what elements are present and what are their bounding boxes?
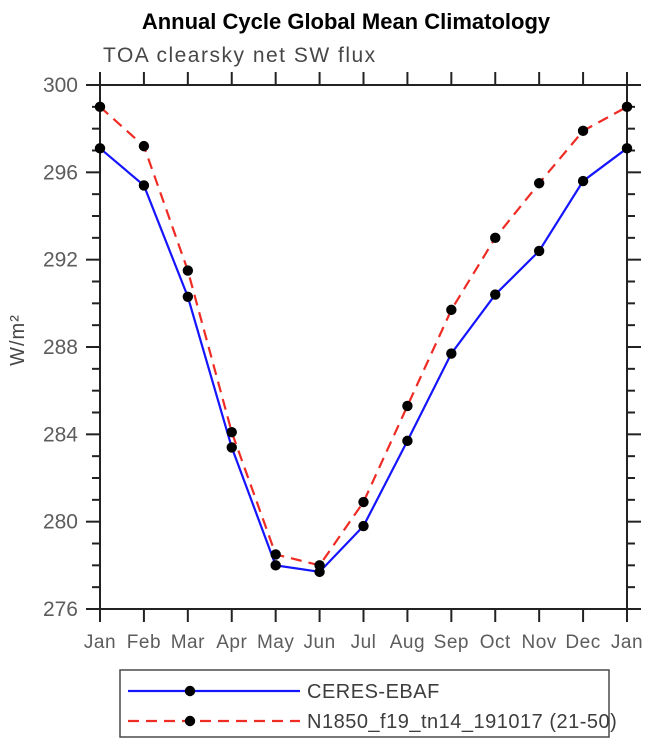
x-tick-label: Jan	[611, 632, 643, 653]
legend-label-ceres: CERES-EBAF	[307, 681, 440, 703]
data-point	[533, 245, 545, 257]
legend-box	[119, 669, 610, 738]
data-point	[577, 175, 589, 187]
x-tick-label: Feb	[127, 632, 161, 653]
data-point	[226, 442, 237, 453]
data-point	[621, 143, 633, 154]
series-line-1	[99, 105, 628, 567]
legend-marker-ceres	[184, 685, 196, 697]
x-tick-label: Apr	[216, 632, 247, 653]
data-point	[94, 101, 106, 113]
data-point	[182, 291, 194, 302]
legend-label-model: N1850_f19_tn14_191017 (21-50)	[307, 711, 617, 733]
y-tick-label: 280	[43, 511, 78, 534]
data-point	[358, 496, 369, 508]
y-tick-label: 292	[43, 249, 78, 272]
x-tick-label: Jun	[304, 632, 336, 653]
data-point	[138, 140, 150, 152]
legend-marker-model	[184, 715, 196, 727]
x-tick-label: Dec	[565, 632, 600, 653]
x-tick-label: Oct	[480, 632, 511, 653]
data-point	[490, 232, 501, 244]
data-point	[446, 348, 457, 359]
chart-title: Annual Cycle Global Mean Climatology	[142, 9, 551, 34]
data-point	[490, 289, 501, 300]
data-point	[270, 549, 281, 560]
x-tick-label: Jan	[84, 632, 116, 653]
data-point	[533, 178, 545, 189]
y-tick-label: 296	[43, 161, 78, 184]
data-point	[94, 143, 106, 154]
data-point	[446, 304, 457, 316]
x-tick-label: Sep	[434, 632, 469, 653]
y-tick-label: 300	[43, 74, 78, 97]
series-line-0	[99, 147, 628, 574]
y-tick-label: 276	[43, 598, 78, 621]
data-point	[621, 101, 633, 113]
x-tick-label: May	[257, 632, 294, 653]
legend: CERES-EBAF N1850_f19_tn14_191017 (21-50)	[119, 669, 617, 738]
y-tick-label: 288	[43, 336, 78, 359]
x-tick-label: Nov	[522, 632, 557, 653]
y-tick-label: 284	[43, 423, 78, 446]
data-point	[182, 265, 194, 276]
data-point	[138, 180, 150, 191]
data-point	[577, 125, 589, 137]
data-point	[314, 560, 325, 571]
x-tick-label: Mar	[171, 632, 205, 653]
y-axis-label: W/m²	[7, 314, 29, 366]
x-tick-label: Jul	[351, 632, 377, 653]
x-tick-label: Aug	[390, 632, 425, 653]
data-point	[358, 520, 369, 532]
plot-area: Jan Feb Mar Apr May Jun Jul Aug Sep Oct Nov Dec Jan 2…	[43, 72, 643, 653]
data-point	[270, 560, 281, 571]
data-point	[402, 435, 413, 447]
chart-subtitle: TOA clearsky net SW flux	[103, 44, 377, 67]
data-point	[226, 426, 237, 438]
data-point	[402, 400, 413, 412]
